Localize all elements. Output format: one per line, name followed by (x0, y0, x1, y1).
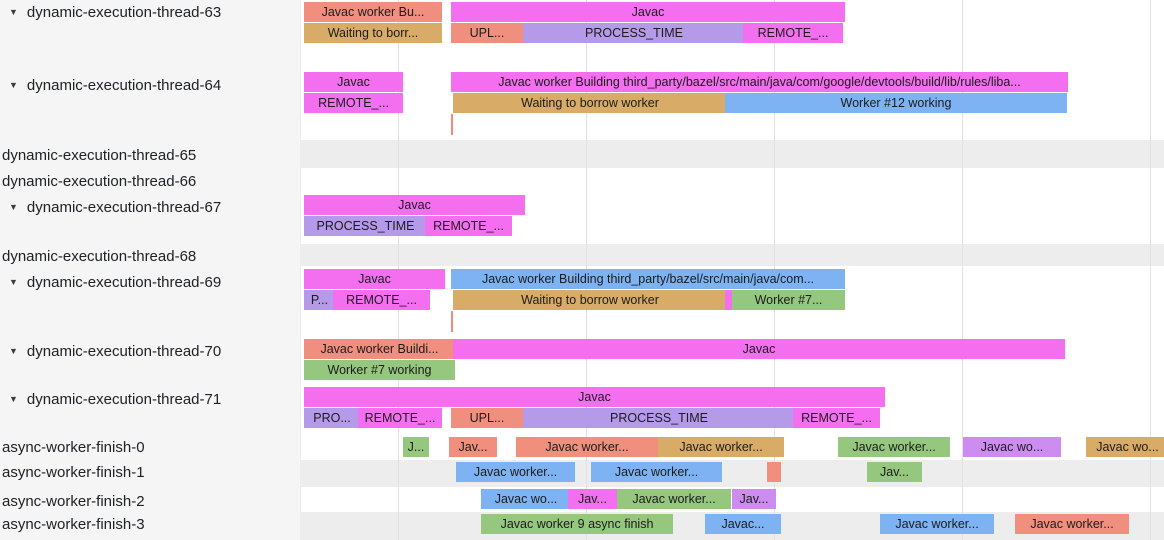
track-name: dynamic-execution-thread-71 (26, 390, 222, 408)
trace-slice[interactable]: REMOTE_... (304, 93, 403, 113)
trace-slice[interactable]: Javac... (705, 514, 781, 534)
track-name: dynamic-execution-thread-68 (2, 247, 197, 265)
trace-slice[interactable]: UPL... (451, 408, 523, 428)
trace-slice[interactable]: Javac worker... (1015, 514, 1129, 534)
trace-slice[interactable]: Javac (304, 387, 885, 407)
trace-slice[interactable]: Javac wo... (481, 489, 571, 509)
trace-slice[interactable]: J... (403, 437, 429, 457)
track-label[interactable]: ▼ dynamic-execution-thread-67 (0, 197, 221, 217)
trace-slice[interactable]: REMOTE_... (425, 216, 512, 236)
trace-slice[interactable]: Javac worker Buildi... (304, 339, 455, 359)
trace-slice[interactable]: PROCESS_TIME (523, 408, 795, 428)
track-name: dynamic-execution-thread-65 (2, 146, 197, 164)
trace-slice[interactable]: REMOTE_... (793, 408, 880, 428)
trace-slice[interactable]: REMOTE_... (743, 23, 843, 43)
track-name: dynamic-execution-thread-66 (2, 172, 197, 190)
track-label[interactable]: ▼ dynamic-execution-thread-70 (0, 341, 221, 361)
track-label[interactable]: ▼ dynamic-execution-thread-71 (0, 389, 221, 409)
track-name: async-worker-finish-0 (2, 438, 145, 456)
track-label[interactable]: dynamic-execution-thread-66 (0, 171, 196, 191)
trace-slice[interactable] (767, 462, 781, 482)
trace-slice[interactable]: Javac worker Building third_party/bazel/… (451, 269, 845, 289)
track-name: async-worker-finish-1 (2, 463, 145, 481)
trace-slice[interactable]: Jav... (732, 489, 776, 509)
trace-slice[interactable]: Javac wo... (1086, 437, 1164, 457)
track-name: async-worker-finish-3 (2, 515, 145, 533)
track-label[interactable]: async-worker-finish-3 (0, 514, 145, 534)
track-label[interactable]: dynamic-execution-thread-65 (0, 145, 196, 165)
trace-slice[interactable]: Javac worker Building third_party/bazel/… (451, 72, 1068, 92)
collapse-arrow-icon[interactable]: ▼ (9, 346, 18, 356)
collapse-arrow-icon[interactable]: ▼ (9, 277, 18, 287)
track-name-panel: ▼ dynamic-execution-thread-63 ▼ dynamic-exe… (0, 0, 300, 540)
track-name: dynamic-execution-thread-69 (26, 273, 222, 291)
trace-slice[interactable]: Javac wo... (963, 437, 1061, 457)
trace-slice[interactable]: Worker #7... (732, 290, 845, 310)
trace-slice[interactable]: Worker #7 working (304, 360, 455, 380)
track-name: dynamic-execution-thread-70 (26, 342, 222, 360)
track-band (301, 460, 1164, 487)
trace-slice[interactable]: Javac worker... (838, 437, 950, 457)
trace-slice[interactable]: Jav... (867, 462, 922, 482)
trace-slice[interactable]: P... (304, 290, 335, 310)
trace-slice[interactable]: Waiting to borrow worker (453, 93, 727, 113)
trace-slice[interactable]: Javac worker... (591, 462, 722, 482)
trace-slice[interactable]: Javac (304, 72, 403, 92)
timeline-canvas[interactable]: Javac worker Bu... Javac Waiting to borr..… (300, 0, 1164, 540)
trace-slice[interactable]: PRO... (304, 408, 360, 428)
trace-tick[interactable] (451, 114, 453, 135)
track-name: async-worker-finish-2 (2, 492, 145, 510)
trace-tick[interactable] (451, 311, 453, 332)
trace-slice[interactable] (725, 290, 734, 310)
track-name: dynamic-execution-thread-63 (26, 3, 222, 21)
track-label[interactable]: async-worker-finish-0 (0, 437, 145, 457)
track-label[interactable]: ▼ dynamic-execution-thread-64 (0, 75, 221, 95)
trace-slice[interactable]: Javac worker... (880, 514, 994, 534)
trace-slice[interactable]: Javac worker... (456, 462, 575, 482)
collapse-arrow-icon[interactable]: ▼ (9, 394, 18, 404)
trace-slice[interactable]: REMOTE_... (358, 408, 442, 428)
track-label[interactable]: dynamic-execution-thread-68 (0, 246, 196, 266)
trace-slice[interactable]: Jav... (568, 489, 617, 509)
track-name: dynamic-execution-thread-64 (26, 76, 222, 94)
trace-slice[interactable]: Javac worker... (617, 489, 731, 509)
trace-slice[interactable]: UPL... (451, 23, 523, 43)
track-band (301, 168, 1164, 193)
gridline (1150, 0, 1151, 540)
trace-slice[interactable]: Javac worker... (658, 437, 784, 457)
trace-slice[interactable]: REMOTE_... (333, 290, 430, 310)
trace-slice[interactable]: Javac worker... (516, 437, 658, 457)
collapse-arrow-icon[interactable]: ▼ (9, 80, 18, 90)
trace-slice[interactable]: PROCESS_TIME (304, 216, 427, 236)
trace-slice[interactable]: Javac (304, 195, 525, 215)
track-band (301, 244, 1164, 266)
track-label[interactable]: ▼ dynamic-execution-thread-63 (0, 2, 221, 22)
trace-slice[interactable]: Jav... (449, 437, 497, 457)
trace-slice[interactable]: PROCESS_TIME (523, 23, 745, 43)
trace-slice[interactable]: Javac worker Bu... (304, 2, 442, 22)
track-label[interactable]: async-worker-finish-2 (0, 491, 145, 511)
trace-slice[interactable]: Javac (304, 269, 445, 289)
trace-slice[interactable]: Waiting to borr... (304, 23, 442, 43)
trace-slice[interactable]: Javac (453, 339, 1065, 359)
collapse-arrow-icon[interactable]: ▼ (9, 7, 18, 17)
trace-slice[interactable]: Waiting to borrow worker (453, 290, 727, 310)
track-name: dynamic-execution-thread-67 (26, 198, 222, 216)
trace-slice[interactable]: Javac worker 9 async finish (481, 514, 673, 534)
track-band (301, 140, 1164, 168)
track-label[interactable]: async-worker-finish-1 (0, 462, 145, 482)
track-label[interactable]: ▼ dynamic-execution-thread-69 (0, 272, 221, 292)
gridline (962, 0, 963, 540)
trace-slice[interactable]: Javac (451, 2, 845, 22)
trace-slice[interactable]: Worker #12 working (725, 93, 1067, 113)
collapse-arrow-icon[interactable]: ▼ (9, 202, 18, 212)
